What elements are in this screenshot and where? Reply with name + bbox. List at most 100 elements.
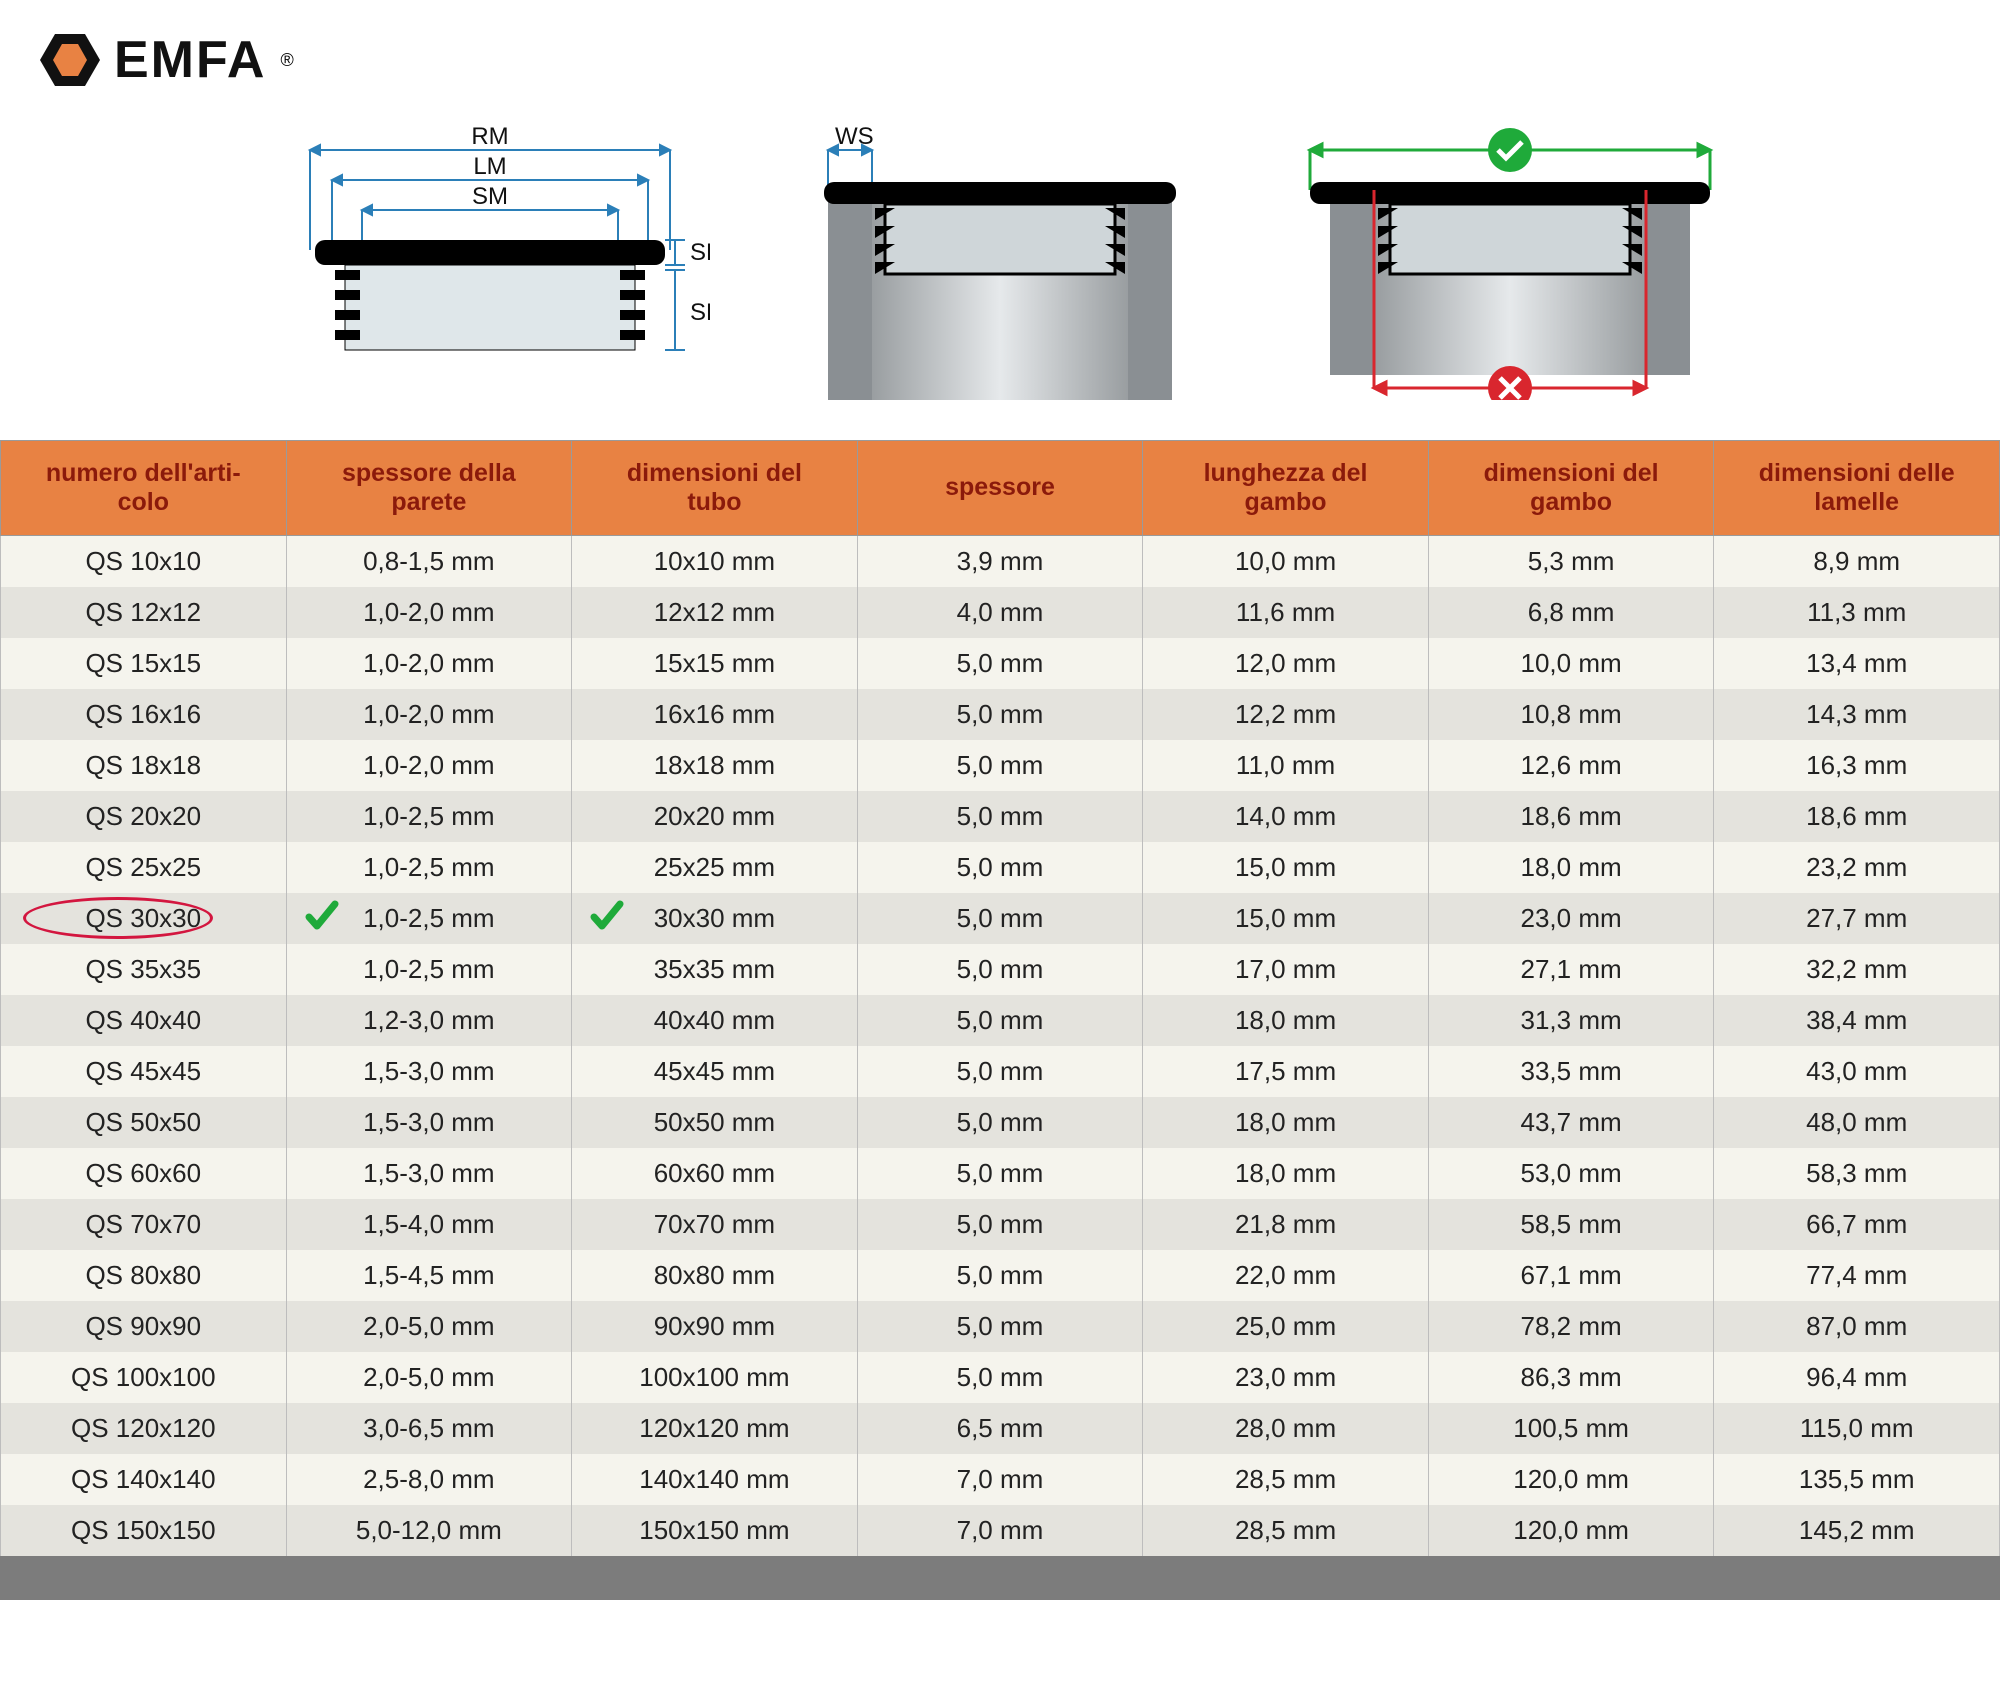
table-cell: 18,0 mm xyxy=(1143,995,1429,1046)
brand-logo: EMFA ® xyxy=(0,0,2000,100)
table-cell: 1,0-2,5 mm xyxy=(286,944,572,995)
col-header: spessore dellaparete xyxy=(286,441,572,536)
table-cell: 28,5 mm xyxy=(1143,1454,1429,1505)
table-cell: 145,2 mm xyxy=(1714,1505,2000,1556)
table-cell: QS 80x80 xyxy=(1,1250,287,1301)
brand-registered: ® xyxy=(280,50,293,71)
table-cell: 1,0-2,0 mm xyxy=(286,638,572,689)
svg-text:LM: LM xyxy=(473,153,506,180)
table-cell: 5,0 mm xyxy=(857,1352,1143,1403)
table-cell: 5,0-12,0 mm xyxy=(286,1505,572,1556)
table-cell: QS 40x40 xyxy=(1,995,287,1046)
table-cell: 5,0 mm xyxy=(857,1199,1143,1250)
table-row: QS 40x401,2-3,0 mm40x40 mm5,0 mm18,0 mm3… xyxy=(1,995,2000,1046)
table-row: QS 45x451,5-3,0 mm45x45 mm5,0 mm17,5 mm3… xyxy=(1,1046,2000,1097)
table-cell: 5,0 mm xyxy=(857,1148,1143,1199)
table-cell: 150x150 mm xyxy=(572,1505,858,1556)
table-cell: 23,2 mm xyxy=(1714,842,2000,893)
table-cell: 18,6 mm xyxy=(1714,791,2000,842)
table-cell: 13,4 mm xyxy=(1714,638,2000,689)
table-cell: 1,0-2,5 mm xyxy=(286,893,572,944)
table-cell: 1,0-2,5 mm xyxy=(286,842,572,893)
table-row: QS 140x1402,5-8,0 mm140x140 mm7,0 mm28,5… xyxy=(1,1454,2000,1505)
table-cell: QS 15x15 xyxy=(1,638,287,689)
table-cell: 1,0-2,0 mm xyxy=(286,740,572,791)
table-cell: 45x45 mm xyxy=(572,1046,858,1097)
table-cell: 78,2 mm xyxy=(1428,1301,1714,1352)
table-cell: QS 25x25 xyxy=(1,842,287,893)
table-cell: QS 90x90 xyxy=(1,1301,287,1352)
table-cell: 11,3 mm xyxy=(1714,587,2000,638)
table-cell: 115,0 mm xyxy=(1714,1403,2000,1454)
table-cell: 16x16 mm xyxy=(572,689,858,740)
table-cell: 3,0-6,5 mm xyxy=(286,1403,572,1454)
table-cell: 18x18 mm xyxy=(572,740,858,791)
table-cell: 43,0 mm xyxy=(1714,1046,2000,1097)
table-cell: 5,3 mm xyxy=(1428,535,1714,587)
table-cell: 14,3 mm xyxy=(1714,689,2000,740)
table-cell: 6,8 mm xyxy=(1428,587,1714,638)
table-row: QS 150x1505,0-12,0 mm150x150 mm7,0 mm28,… xyxy=(1,1505,2000,1556)
diagram-fit-check xyxy=(1290,120,1730,400)
table-cell: 10,8 mm xyxy=(1428,689,1714,740)
table-row: QS 16x161,0-2,0 mm16x16 mm5,0 mm12,2 mm1… xyxy=(1,689,2000,740)
table-cell: 135,5 mm xyxy=(1714,1454,2000,1505)
table-cell: 70x70 mm xyxy=(572,1199,858,1250)
table-cell: QS 60x60 xyxy=(1,1148,287,1199)
table-cell: 11,0 mm xyxy=(1143,740,1429,791)
table-cell: 32,2 mm xyxy=(1714,944,2000,995)
table-cell: 43,7 mm xyxy=(1428,1097,1714,1148)
table-cell: 5,0 mm xyxy=(857,1046,1143,1097)
table-cell: QS 30x30 xyxy=(1,893,287,944)
svg-text:SM: SM xyxy=(472,183,508,210)
table-cell: QS 70x70 xyxy=(1,1199,287,1250)
table-cell: 5,0 mm xyxy=(857,944,1143,995)
table-cell: 1,0-2,5 mm xyxy=(286,791,572,842)
table-cell: 25,0 mm xyxy=(1143,1301,1429,1352)
col-header: dimensioni dellelamelle xyxy=(1714,441,2000,536)
table-row: QS 15x151,0-2,0 mm15x15 mm5,0 mm12,0 mm1… xyxy=(1,638,2000,689)
table-cell: 6,5 mm xyxy=(857,1403,1143,1454)
col-header: numero dell'arti-colo xyxy=(1,441,287,536)
table-cell: QS 20x20 xyxy=(1,791,287,842)
table-cell: 5,0 mm xyxy=(857,893,1143,944)
footer-bar xyxy=(0,1556,2000,1600)
col-header: spessore xyxy=(857,441,1143,536)
table-cell: 11,6 mm xyxy=(1143,587,1429,638)
table-cell: 12,2 mm xyxy=(1143,689,1429,740)
svg-text:WS: WS xyxy=(835,123,874,150)
table-cell: 100,5 mm xyxy=(1428,1403,1714,1454)
table-cell: QS 120x120 xyxy=(1,1403,287,1454)
table-cell: 60x60 mm xyxy=(572,1148,858,1199)
table-row: QS 90x902,0-5,0 mm90x90 mm5,0 mm25,0 mm7… xyxy=(1,1301,2000,1352)
table-cell: 66,7 mm xyxy=(1714,1199,2000,1250)
table-cell: 31,3 mm xyxy=(1428,995,1714,1046)
table-cell: 22,0 mm xyxy=(1143,1250,1429,1301)
table-cell: 50x50 mm xyxy=(572,1097,858,1148)
table-cell: 5,0 mm xyxy=(857,689,1143,740)
table-cell: 7,0 mm xyxy=(857,1454,1143,1505)
table-cell: 0,8-1,5 mm xyxy=(286,535,572,587)
table-cell: QS 12x12 xyxy=(1,587,287,638)
table-cell: QS 100x100 xyxy=(1,1352,287,1403)
table-row: QS 20x201,0-2,5 mm20x20 mm5,0 mm14,0 mm1… xyxy=(1,791,2000,842)
col-header: lunghezza delgambo xyxy=(1143,441,1429,536)
table-row: QS 35x351,0-2,5 mm35x35 mm5,0 mm17,0 mm2… xyxy=(1,944,2000,995)
check-icon xyxy=(590,899,624,933)
table-cell: 12x12 mm xyxy=(572,587,858,638)
table-cell: 12,0 mm xyxy=(1143,638,1429,689)
table-cell: 2,5-8,0 mm xyxy=(286,1454,572,1505)
table-cell: 7,0 mm xyxy=(857,1505,1143,1556)
svg-text:SE: SE xyxy=(690,299,710,326)
table-cell: 21,8 mm xyxy=(1143,1199,1429,1250)
svg-text:RM: RM xyxy=(471,123,508,150)
table-cell: 25x25 mm xyxy=(572,842,858,893)
check-icon xyxy=(305,899,339,933)
table-cell: 86,3 mm xyxy=(1428,1352,1714,1403)
table-cell: 5,0 mm xyxy=(857,842,1143,893)
table-cell: 5,0 mm xyxy=(857,995,1143,1046)
table-cell: QS 35x35 xyxy=(1,944,287,995)
table-cell: 16,3 mm xyxy=(1714,740,2000,791)
table-cell: 20x20 mm xyxy=(572,791,858,842)
diagram-cross-section: WS xyxy=(780,120,1220,400)
